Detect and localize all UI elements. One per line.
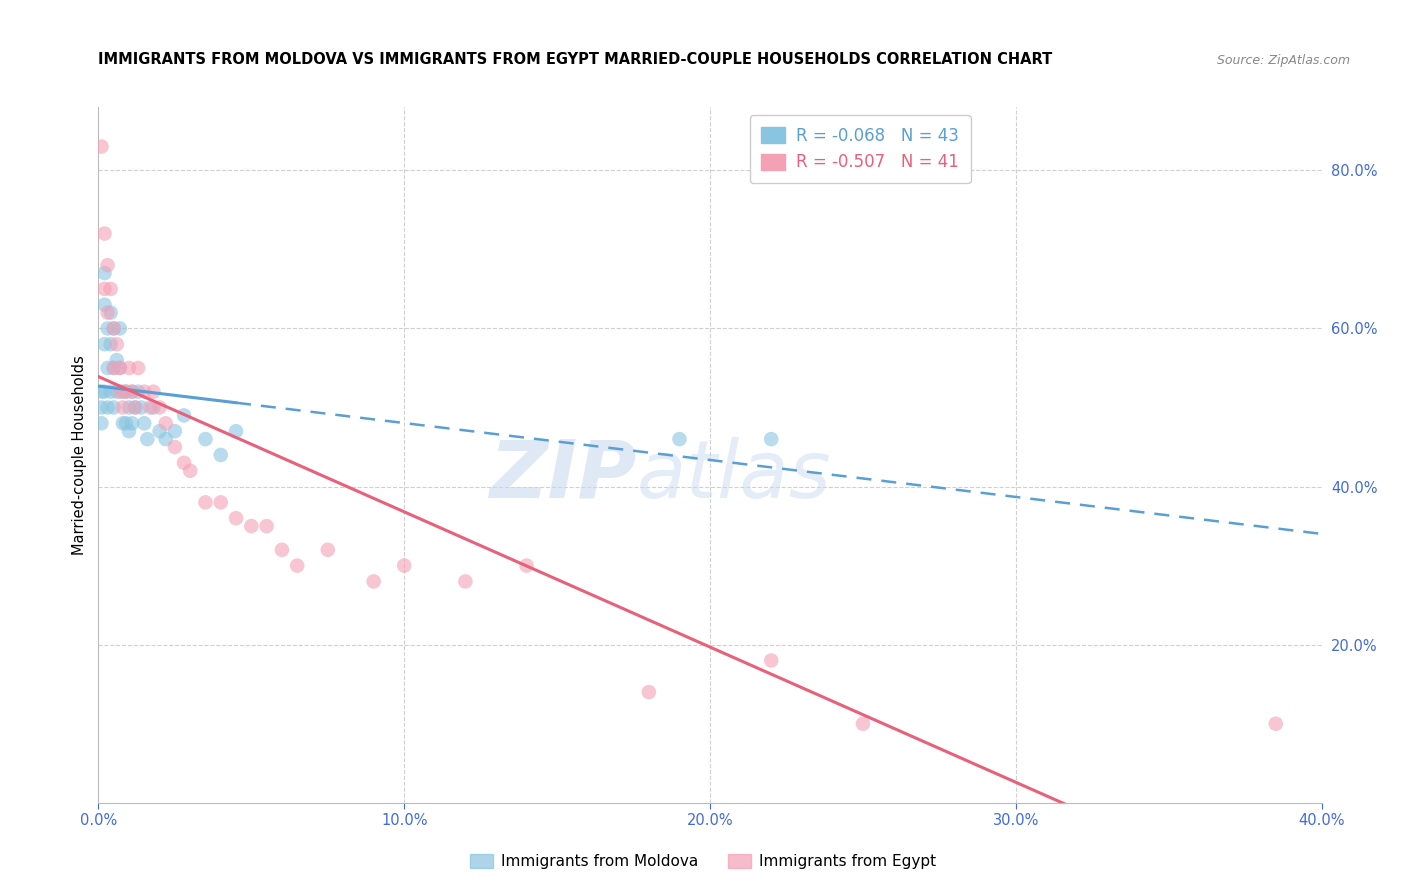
Point — [108, 360, 131, 375]
Point — [108, 384, 131, 399]
Point — [100, 282, 122, 296]
Point — [121, 384, 143, 399]
Point — [121, 417, 143, 431]
Point — [129, 401, 152, 415]
Point — [115, 384, 138, 399]
Point — [316, 542, 339, 557]
Point — [127, 384, 149, 399]
Point — [93, 384, 115, 399]
Point — [173, 456, 195, 470]
Point — [240, 519, 263, 533]
Point — [149, 401, 172, 415]
Point — [225, 424, 247, 438]
Point — [97, 258, 120, 272]
Point — [100, 305, 122, 319]
Point — [100, 384, 122, 399]
Point — [124, 401, 146, 415]
Point — [90, 401, 112, 415]
Text: ZIP: ZIP — [489, 437, 637, 515]
Point — [118, 424, 141, 438]
Point — [225, 511, 247, 525]
Point — [90, 417, 112, 431]
Point — [163, 440, 186, 454]
Point — [127, 360, 149, 375]
Point — [149, 424, 172, 438]
Point — [124, 401, 146, 415]
Point — [97, 321, 120, 335]
Point — [103, 321, 125, 335]
Point — [105, 337, 128, 351]
Point — [179, 464, 201, 478]
Point — [115, 384, 138, 399]
Point — [256, 519, 278, 533]
Legend: Immigrants from Moldova, Immigrants from Egypt: Immigrants from Moldova, Immigrants from… — [464, 848, 942, 875]
Y-axis label: Married-couple Households: Married-couple Households — [72, 355, 87, 555]
Point — [103, 401, 125, 415]
Point — [93, 227, 115, 241]
Point — [270, 542, 292, 557]
Point — [105, 353, 128, 368]
Point — [121, 384, 143, 399]
Point — [142, 401, 165, 415]
Point — [136, 432, 159, 446]
Point — [118, 360, 141, 375]
Point — [93, 282, 115, 296]
Point — [163, 424, 186, 438]
Point — [118, 401, 141, 415]
Point — [93, 337, 115, 351]
Point — [637, 685, 661, 699]
Point — [454, 574, 477, 589]
Point — [155, 432, 177, 446]
Point — [134, 417, 156, 431]
Point — [103, 321, 125, 335]
Point — [111, 384, 134, 399]
Point — [285, 558, 308, 573]
Text: IMMIGRANTS FROM MOLDOVA VS IMMIGRANTS FROM EGYPT MARRIED-COUPLE HOUSEHOLDS CORRE: IMMIGRANTS FROM MOLDOVA VS IMMIGRANTS FR… — [98, 52, 1053, 67]
Point — [97, 401, 120, 415]
Point — [97, 360, 120, 375]
Point — [90, 384, 112, 399]
Point — [93, 266, 115, 280]
Point — [97, 305, 120, 319]
Point — [194, 495, 217, 509]
Point — [759, 432, 782, 446]
Point — [142, 384, 165, 399]
Point — [90, 139, 112, 153]
Point — [668, 432, 690, 446]
Point — [105, 384, 128, 399]
Text: Source: ZipAtlas.com: Source: ZipAtlas.com — [1216, 54, 1350, 67]
Point — [1264, 716, 1286, 731]
Point — [363, 574, 385, 589]
Point — [392, 558, 416, 573]
Point — [516, 558, 538, 573]
Point — [100, 337, 122, 351]
Legend: R = -0.068   N = 43, R = -0.507   N = 41: R = -0.068 N = 43, R = -0.507 N = 41 — [749, 115, 970, 183]
Point — [93, 298, 115, 312]
Point — [139, 401, 162, 415]
Point — [108, 321, 131, 335]
Point — [111, 401, 134, 415]
Point — [852, 716, 875, 731]
Point — [108, 360, 131, 375]
Point — [134, 384, 156, 399]
Point — [103, 360, 125, 375]
Point — [111, 417, 134, 431]
Point — [209, 495, 232, 509]
Point — [759, 653, 782, 667]
Point — [115, 417, 138, 431]
Point — [173, 409, 195, 423]
Point — [209, 448, 232, 462]
Point — [155, 417, 177, 431]
Text: atlas: atlas — [637, 437, 831, 515]
Point — [194, 432, 217, 446]
Point — [103, 360, 125, 375]
